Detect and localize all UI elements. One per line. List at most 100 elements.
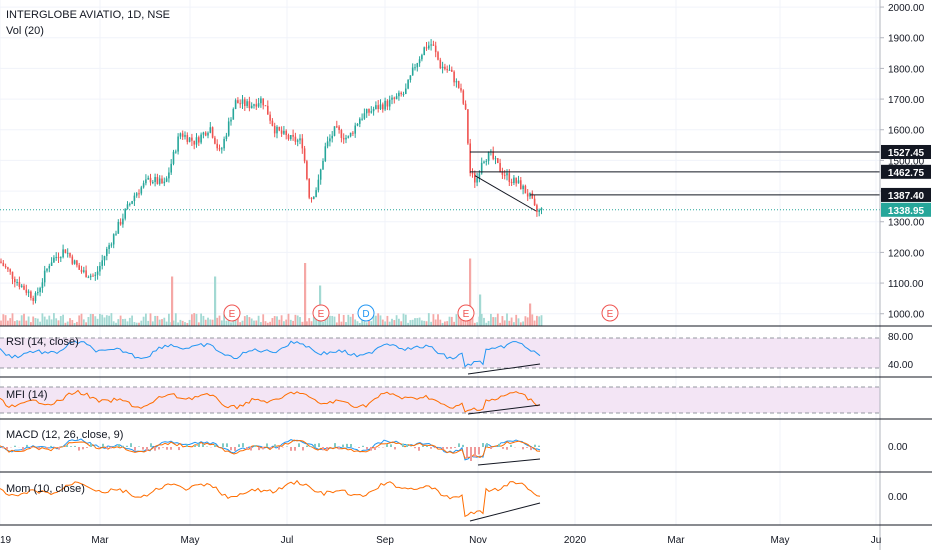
volume-bar [366,322,368,326]
volume-bar [152,321,154,326]
macd-hist-bar [74,446,76,447]
volume-bar [78,315,80,326]
candle-body [65,249,67,253]
candle-body [483,162,485,163]
candle-body [42,282,44,288]
candle-body [281,130,283,133]
candle-body [382,104,384,109]
macd-hist-bar [414,447,416,448]
candle-body [380,104,382,109]
candle-body [520,180,522,189]
macd-hist-bar [342,445,344,447]
volume-bar [175,313,177,326]
volume-bar [347,315,349,326]
time-tick-label-8: May [771,535,790,546]
rsi-tick-0: 80.00 [888,332,913,343]
macd-hist-bar [134,447,136,451]
volume-bar [108,316,110,326]
macd-hist-bar [238,444,240,447]
volume-bar [536,316,538,326]
candle-body [74,260,76,263]
volume-bar [104,317,106,326]
candle-body [463,91,465,104]
volume-bar [205,320,207,326]
macd-hist-bar [2,447,4,448]
volume-bar [345,322,347,326]
macd-hist-bar [82,447,84,449]
candle-body [35,293,37,301]
volume-bar [145,314,147,326]
candle-body [51,262,53,266]
candle-body [336,126,338,127]
volume-bar [39,322,41,326]
candle-body [308,179,310,198]
macd-hist-bar [346,444,348,447]
candle-body [152,182,154,183]
volume-bar [99,314,101,326]
volume-bar [265,321,267,326]
volume-bar [124,319,126,326]
volume-bar [416,318,418,326]
volume-bar [58,320,60,326]
volume-spike-5 [479,295,481,327]
candle-body [331,136,333,139]
macd-divergence [478,459,540,465]
volume-bar [143,317,145,326]
candle-body [187,135,189,142]
candle-body [161,179,163,184]
candle-body [398,93,400,96]
candle-body [72,257,74,264]
volume-bar [515,315,517,326]
macd-hist-bar [394,447,396,449]
candle-body [26,290,28,293]
volume-bar [476,322,478,326]
volume-bar [85,322,87,326]
candle-body [83,270,85,272]
candle-body [327,141,329,146]
candle-body [99,266,101,272]
volume-bar [147,321,149,326]
volume-bar [219,316,221,326]
candle-body [451,70,453,72]
candle-body [426,47,428,48]
volume-bar [382,320,384,326]
volume-bar [306,321,308,326]
candle-body [19,282,21,287]
candle-body [334,126,336,136]
candle-body [396,96,398,99]
candle-body [414,67,416,68]
candle-body [364,113,366,118]
candle-body [214,138,216,144]
macd-hist-bar [6,447,8,449]
candle-body [191,138,193,141]
macd-hist-bar [222,443,224,447]
macd-hist-bar [522,447,524,449]
candle-body [350,133,352,137]
volume-bar [488,321,490,326]
macd-hist-bar [302,447,304,450]
candle-body [511,182,513,183]
candle-body [85,270,87,277]
volume-bar [387,316,389,326]
time-tick-label-9: Ju [871,535,882,546]
macd-hist-bar [198,443,200,447]
volume-bar [502,316,504,326]
volume-bar [242,321,244,326]
macd-hist-bar [298,443,300,447]
candle-body [239,103,241,104]
candle-body [329,138,331,141]
candle-body [522,186,524,189]
volume-bar [230,322,232,326]
candle-body [235,100,237,109]
volume-bar [111,313,113,326]
macd-hist-bar [118,444,120,447]
volume-bar [449,317,451,326]
candle-body [502,172,504,175]
candle-body [467,109,469,143]
candle-body [534,199,536,206]
macd-hist-bar [410,446,412,447]
candle-body [405,89,407,94]
